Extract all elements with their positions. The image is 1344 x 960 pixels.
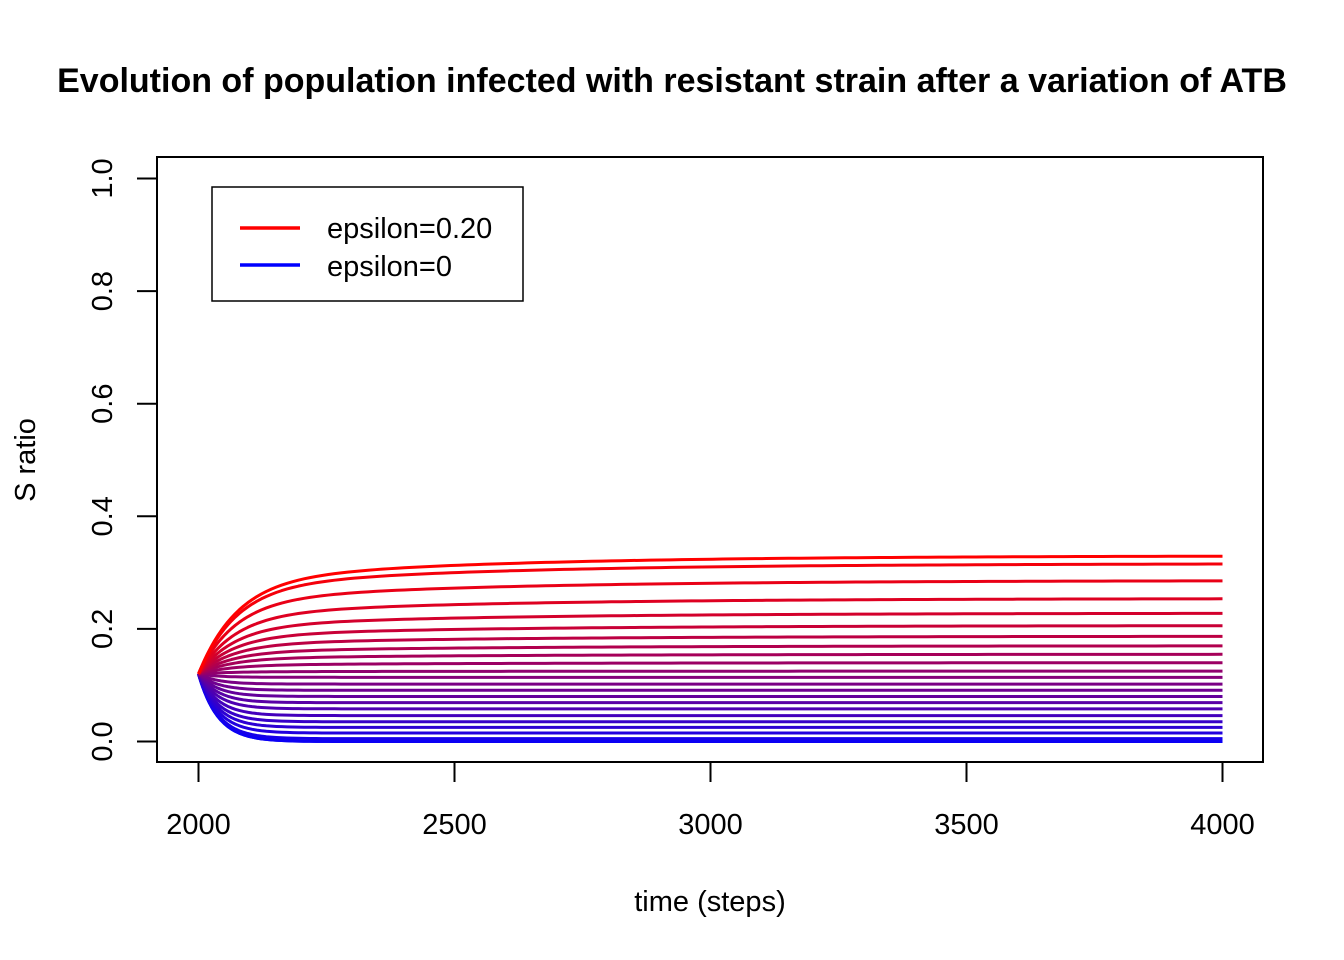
series-line: [197, 673, 1223, 735]
series-line: [197, 562, 1223, 675]
x-tick-label: 4000: [1190, 809, 1255, 841]
series-line: [197, 597, 1223, 675]
series-line: [197, 673, 1223, 741]
y-tick-label: 1.0: [87, 158, 119, 198]
series-line: [197, 624, 1223, 675]
series-group: [197, 554, 1223, 743]
x-axis-label: time (steps): [634, 886, 785, 918]
series-line: [197, 644, 1223, 676]
series-line: [197, 554, 1223, 675]
y-tick-label: 0.2: [87, 609, 119, 649]
series-line: [197, 673, 1223, 718]
x-tick-label: 3000: [678, 809, 743, 841]
chart-title: Evolution of population infected with re…: [57, 62, 1287, 100]
series-line: [197, 579, 1223, 675]
x-tick-label: 2500: [422, 809, 487, 841]
series-line: [197, 652, 1223, 676]
x-axis: 2000 2500 3000 3500 4000: [166, 761, 1255, 841]
series-line: [197, 672, 1223, 698]
series-line: [197, 611, 1223, 675]
series-line: [197, 673, 1223, 724]
y-tick-label: 0.4: [87, 496, 119, 536]
series-line: [197, 673, 1223, 705]
series-line: [197, 672, 1223, 692]
y-tick-label: 0.0: [87, 721, 119, 761]
series-line: [197, 661, 1223, 676]
legend-box: [211, 186, 524, 302]
y-tick-label: 0.8: [87, 271, 119, 311]
legend: epsilon=0.20 epsilon=0: [211, 186, 524, 302]
x-tick-label: 3500: [934, 809, 999, 841]
x-tick-label: 2000: [166, 809, 231, 841]
series-line: [197, 672, 1223, 679]
y-axis-label: S ratio: [10, 418, 42, 502]
series-line: [197, 634, 1223, 676]
series-line: [197, 672, 1223, 686]
series-line: [197, 673, 1223, 711]
series-line: [197, 673, 1223, 729]
legend-label-epsilon-high: epsilon=0.20: [327, 213, 492, 245]
series-line: [197, 669, 1223, 676]
series-line: [197, 673, 1223, 743]
legend-label-epsilon-zero: epsilon=0: [327, 251, 452, 283]
y-axis: 0.0 0.2 0.4 0.6 0.8 1.0: [87, 158, 158, 762]
y-tick-label: 0.6: [87, 384, 119, 424]
